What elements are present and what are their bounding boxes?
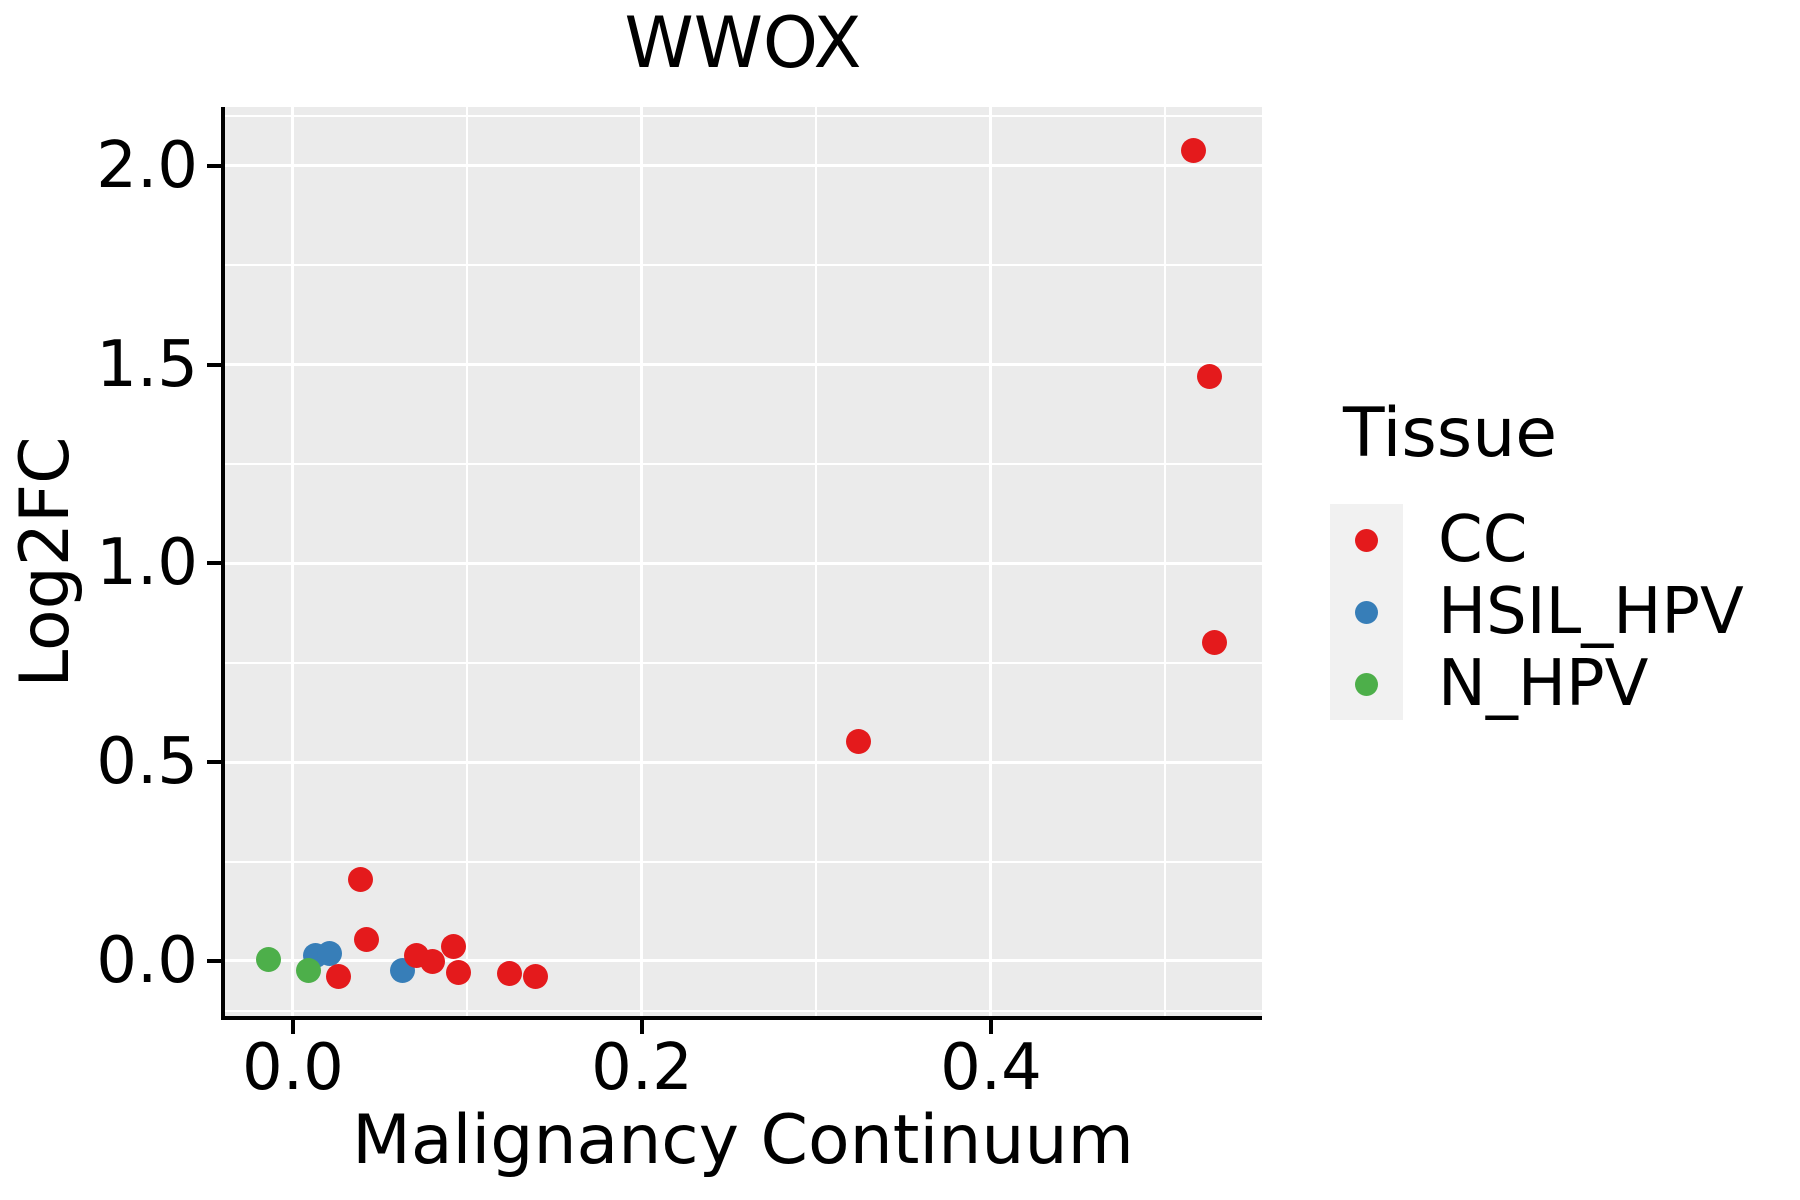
x-tick-label: 0.0: [242, 1031, 344, 1105]
y-minor-gridline: [224, 264, 1262, 267]
y-tick-mark: [207, 561, 221, 566]
data-point-cc: [446, 960, 472, 986]
data-point-cc: [353, 927, 379, 953]
x-tick-mark: [988, 1020, 993, 1034]
y-minor-gridline: [224, 860, 1262, 863]
legend-title: Tissue: [1343, 394, 1558, 473]
data-point-n_hpv: [296, 957, 322, 983]
y-major-gridline: [224, 959, 1262, 963]
data-point-cc: [1201, 630, 1227, 656]
legend-label: HSIL_HPV: [1438, 575, 1744, 649]
y-tick-label: 1.5: [96, 327, 198, 402]
data-point-cc: [1180, 137, 1206, 163]
data-point-n_hpv: [256, 947, 281, 973]
legend-label: CC: [1438, 503, 1528, 577]
legend-key-dot: [1355, 528, 1378, 552]
y-minor-gridline: [224, 1009, 1262, 1012]
y-minor-gridline: [224, 115, 1262, 118]
x-tick-label: 0.4: [940, 1031, 1042, 1105]
y-tick-mark: [207, 362, 221, 367]
x-tick-mark: [290, 1020, 295, 1034]
y-tick-mark: [207, 958, 221, 963]
legend-key: [1330, 648, 1403, 720]
y-tick-label: 1.0: [96, 526, 198, 601]
y-major-gridline: [224, 363, 1262, 367]
data-point-cc: [1196, 364, 1222, 390]
legend-row: CC: [1330, 504, 1800, 576]
chart-title: WWOX: [624, 2, 862, 84]
legend-key-dot: [1355, 672, 1378, 696]
data-point-cc: [420, 949, 446, 975]
data-point-cc: [440, 934, 466, 960]
x-axis-line: [221, 1016, 1262, 1020]
legend-key: [1330, 576, 1403, 648]
y-tick-mark: [207, 163, 221, 168]
legend-key-dot: [1355, 600, 1378, 624]
y-major-gridline: [224, 561, 1262, 565]
data-point-cc: [496, 961, 522, 987]
x-tick-label: 0.2: [591, 1031, 693, 1105]
legend-row: HSIL_HPV: [1330, 576, 1800, 648]
y-tick-mark: [207, 760, 221, 765]
y-minor-gridline: [224, 661, 1262, 664]
y-major-gridline: [224, 164, 1262, 168]
y-tick-label: 0.0: [96, 923, 198, 998]
data-point-cc: [845, 728, 871, 754]
data-point-hsil_hpv: [317, 940, 343, 966]
y-tick-label: 2.0: [96, 128, 198, 203]
data-point-cc: [325, 964, 351, 990]
data-point-cc: [348, 866, 374, 892]
x-major-gridline: [989, 107, 993, 1018]
x-major-gridline: [640, 107, 644, 1018]
y-tick-label: 0.5: [96, 725, 198, 800]
y-axis-line: [221, 107, 225, 1020]
legend-label: N_HPV: [1438, 647, 1649, 721]
data-point-cc: [523, 963, 548, 989]
x-major-gridline: [291, 107, 295, 1018]
x-axis-title: Malignancy Continuum: [352, 1101, 1134, 1180]
y-minor-gridline: [224, 463, 1262, 466]
legend: Tissue CC HSIL_HPV N_HPV: [1330, 396, 1800, 816]
y-major-gridline: [224, 760, 1262, 764]
legend-key: [1330, 504, 1403, 576]
legend-row: N_HPV: [1330, 648, 1800, 720]
x-tick-mark: [639, 1020, 644, 1034]
plot-panel: [224, 107, 1262, 1018]
